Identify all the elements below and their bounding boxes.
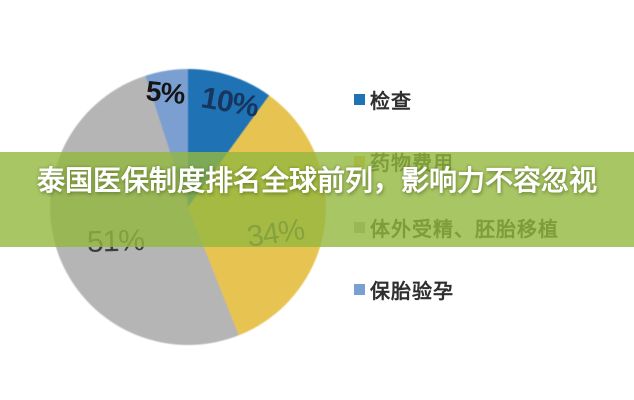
legend-label: 检查	[370, 88, 412, 113]
legend-item-jiancha: 检查	[354, 86, 412, 113]
legend-swatch-blue	[354, 93, 365, 105]
legend-swatch-lightblue	[354, 283, 365, 295]
headline-banner: 泰国医保制度排名全球前列，影响力不容忽视	[0, 152, 634, 247]
headline-banner-background	[0, 152, 634, 247]
legend-label: 保胎验孕	[370, 278, 454, 303]
pie-label-baotai-pct: 5%	[144, 75, 187, 110]
legend-item-baotai: 保胎验孕	[354, 276, 454, 303]
headline-text: 泰国医保制度排名全球前列，影响力不容忽视	[36, 165, 597, 196]
